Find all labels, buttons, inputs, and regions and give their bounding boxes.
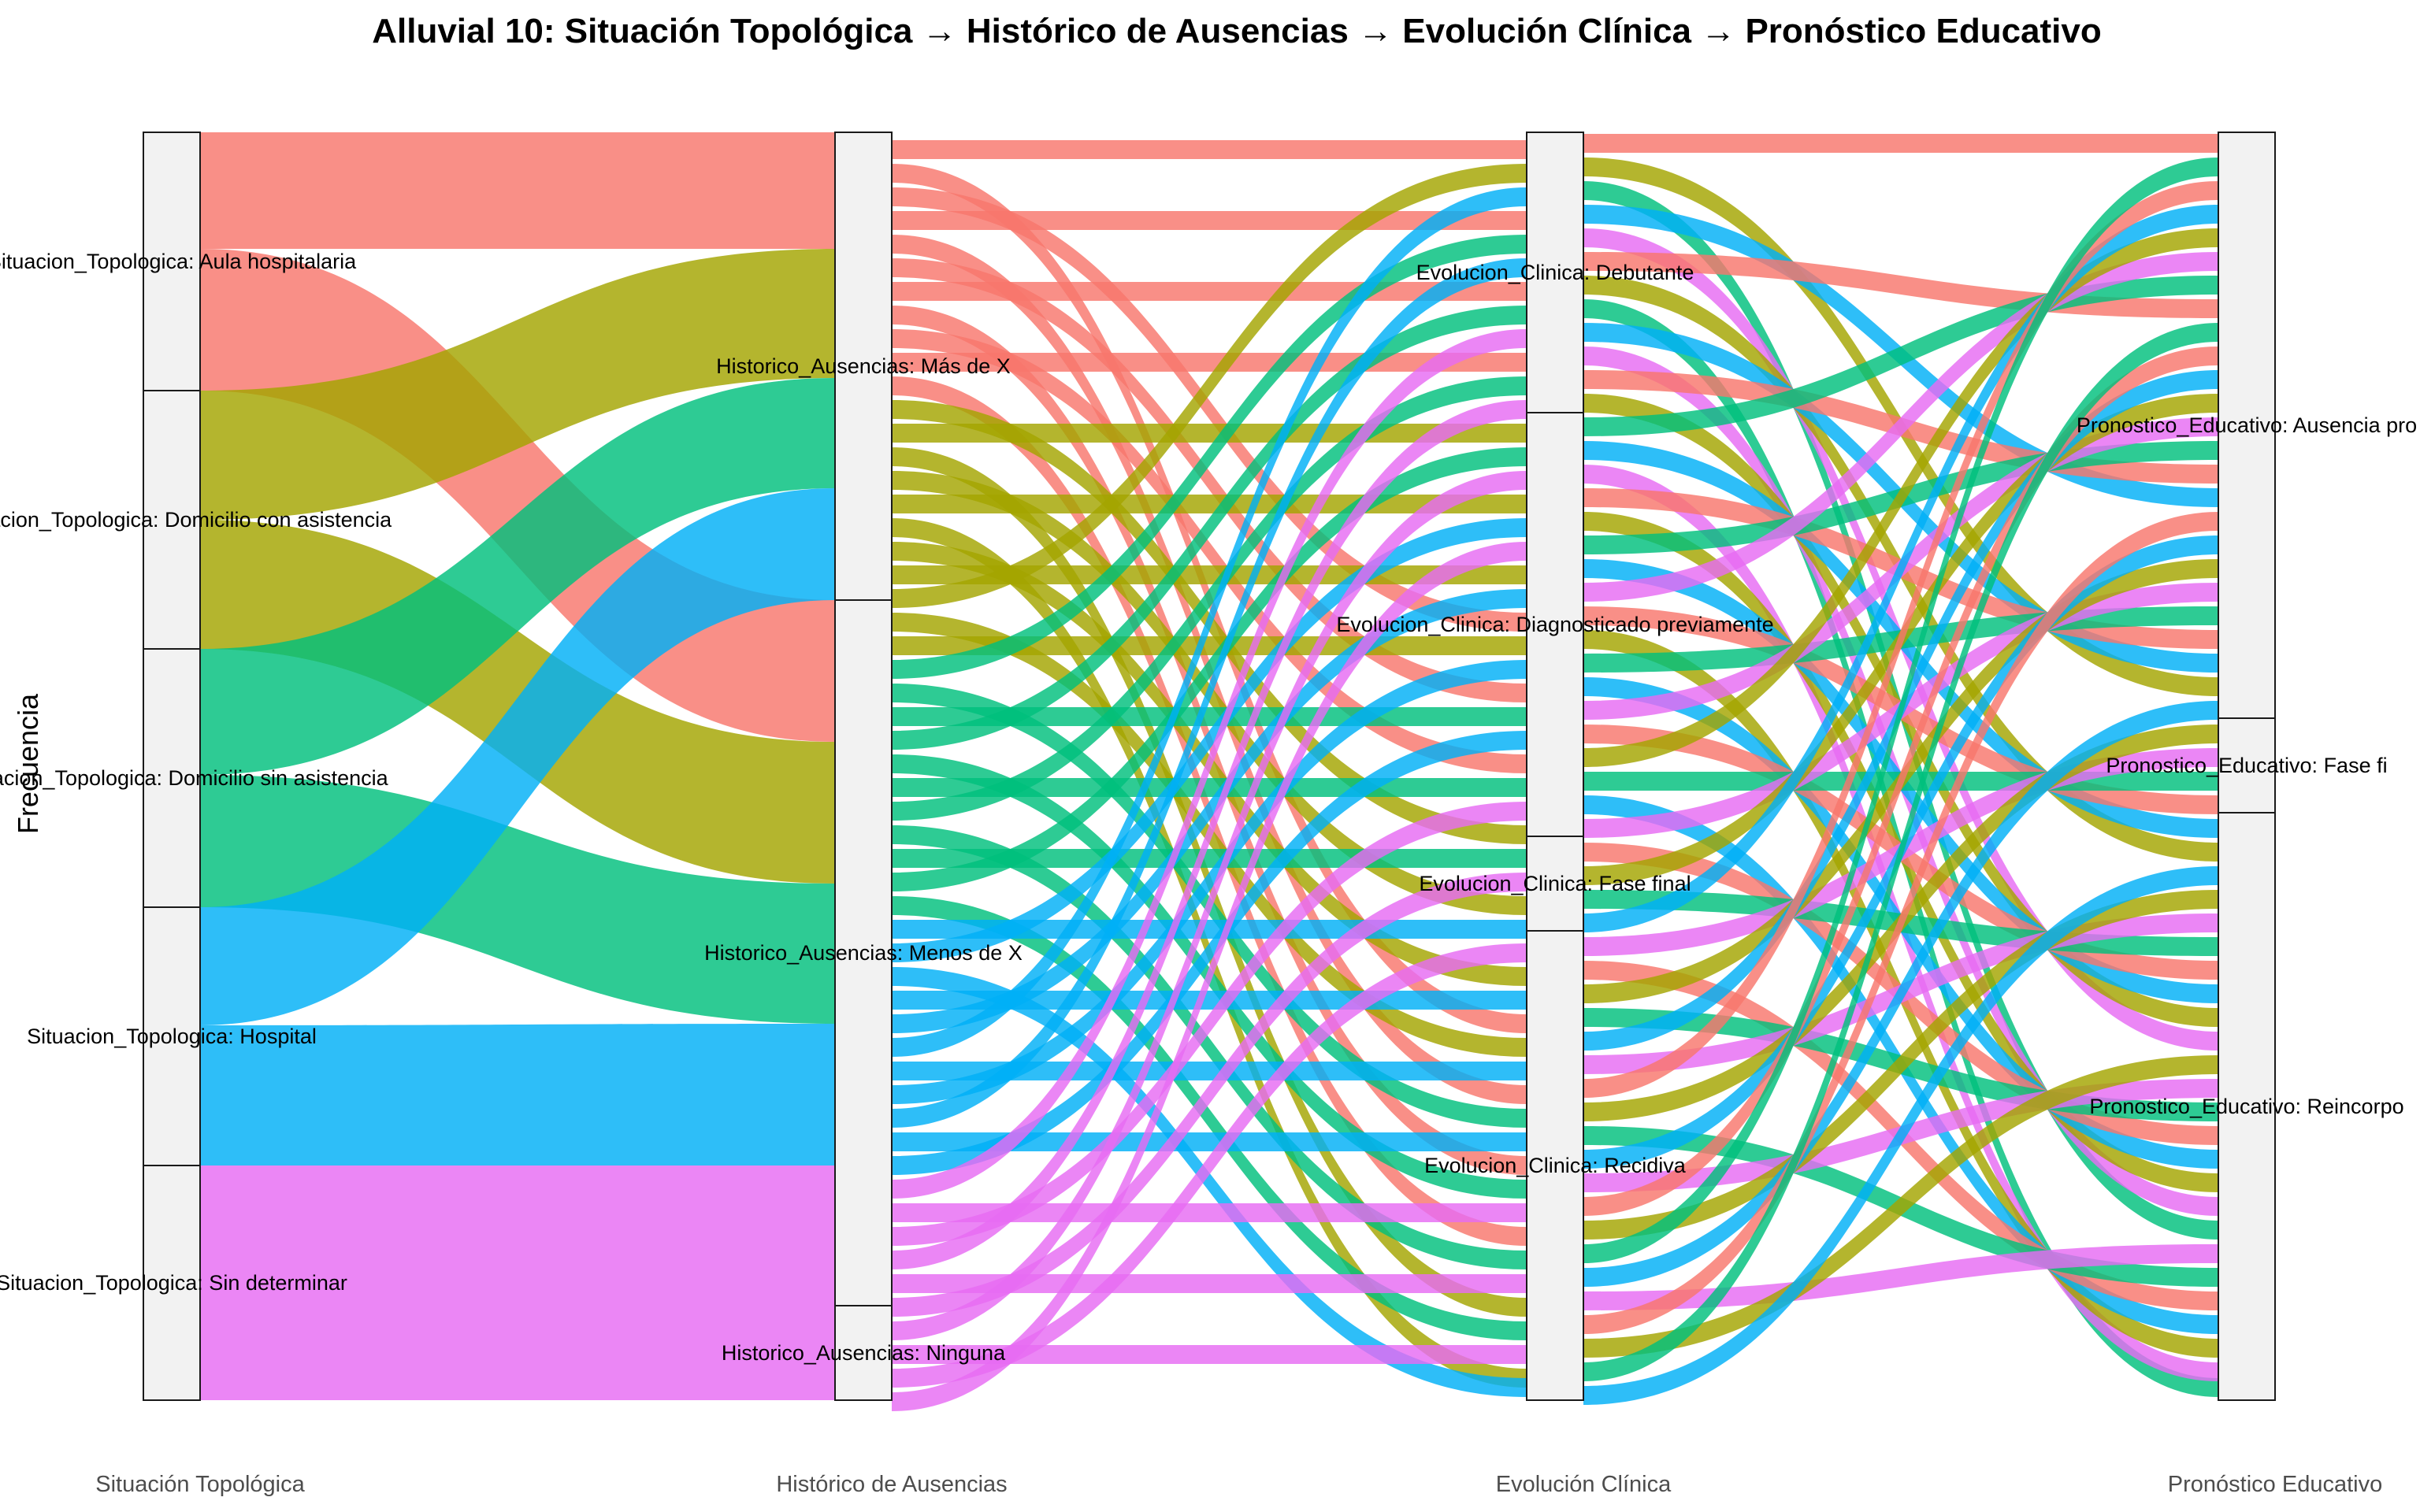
stratum-box: [1526, 930, 1584, 1401]
stratum-box: [834, 1305, 893, 1401]
stratum-box: [143, 1165, 201, 1401]
chart-title: Alluvial 10: Situación Topológica → Hist…: [372, 12, 2102, 50]
flow-seg-b-39: [892, 1062, 1527, 1080]
flow-seg-b-42: [892, 1132, 1527, 1151]
x-axis-label: Situación Topológica: [95, 1472, 305, 1497]
flow-seg-b-46: [892, 802, 1527, 1246]
flow-seg-b-51: [892, 1345, 1527, 1364]
flow-seg-a-8: [200, 1166, 835, 1400]
stratum-label: Pronostico_Educativo: Reincorpo: [2089, 1095, 2403, 1118]
flow-seg-b-44: [892, 329, 1527, 1199]
x-axis-label: Pronóstico Educativo: [2168, 1472, 2382, 1497]
flow-seg-a-6: [200, 488, 835, 1025]
flow-seg-c-19: [1583, 252, 2218, 602]
stratum-label: Pronostico_Educativo: Fase fi: [2106, 754, 2387, 777]
flow-seg-c-26: [1583, 228, 2218, 767]
x-axis-label: Histórico de Ausencias: [776, 1472, 1007, 1497]
flow-seg-b-34: [892, 518, 1527, 962]
flow-seg-c-12: [1583, 276, 2218, 436]
flow-seg-c-50: [1583, 512, 2218, 1334]
flow-seg-b-28: [892, 376, 1527, 821]
flow-seg-c-51: [1583, 1055, 2218, 1358]
flow-seg-b-32: [892, 896, 1527, 1340]
stratum-box: [143, 906, 201, 1166]
flow-seg-b-35: [892, 967, 1527, 1397]
stratum-label: Pronostico_Educativo: Ausencia pro: [2077, 413, 2417, 437]
stratum-box: [834, 599, 893, 1306]
flow-seg-a-4: [200, 378, 835, 775]
stratum-box: [2218, 812, 2276, 1401]
x-axis-labels: Situación Topológica Histórico de Ausenci…: [95, 1472, 2382, 1497]
flow-seg-c-53: [1583, 866, 2218, 1405]
flow-seg-b-0: [892, 140, 1527, 159]
stratum-box: [143, 132, 201, 391]
flow-seg-c-45: [1583, 346, 2218, 1216]
flows-layer: [200, 132, 2218, 1411]
stratum-label: Evolucion_Clinica: Debutante: [1416, 261, 1694, 284]
stratum-label: Evolucion_Clinica: Diagnosticado previam…: [1336, 613, 1773, 636]
flow-seg-c-52: [1583, 323, 2218, 1381]
stratum-label: Evolucion_Clinica: Fase final: [1419, 872, 1691, 895]
stratum-box: [143, 648, 201, 908]
stratum-label: Situacion_Topologica: Domicilio con asis…: [0, 508, 392, 532]
x-axis-label: Evolución Clínica: [1496, 1472, 1672, 1497]
flow-seg-b-48: [892, 1274, 1527, 1293]
stratum-label: Situacion_Topologica: Domicilio sin asis…: [0, 766, 389, 790]
flow-seg-b-5: [892, 258, 1527, 702]
stratum-box: [1526, 412, 1584, 837]
stratum-box: [1526, 836, 1584, 932]
flow-seg-c-48: [1583, 701, 2218, 1287]
flow-seg-b-45: [892, 1203, 1527, 1222]
flow-seg-c-40: [1583, 181, 2218, 1098]
flow-seg-b-38: [892, 187, 1527, 1057]
stratum-label: Situacion_Topologica: Sin determinar: [0, 1271, 347, 1295]
stratum-label: Historico_Ausencias: Menos de X: [704, 941, 1023, 965]
flow-seg-a-0: [200, 132, 835, 249]
flow-seg-b-53: [892, 542, 1527, 1411]
flow-seg-b-37: [892, 589, 1527, 1033]
stratum-label: Historico_Ausencias: Ninguna: [722, 1341, 1006, 1365]
stratum-label: Evolucion_Clinica: Recidiva: [1424, 1154, 1687, 1177]
flow-seg-a-5: [200, 775, 835, 1024]
stratum-box: [1526, 132, 1584, 413]
flow-seg-b-19: [892, 164, 1527, 608]
flow-seg-b-47: [892, 400, 1527, 1269]
flow-seg-a-2: [200, 249, 835, 520]
flow-seg-b-41: [892, 258, 1527, 1128]
flow-seg-b-25: [892, 306, 1527, 750]
flow-seg-b-29: [892, 825, 1527, 1269]
flow-seg-b-8: [892, 329, 1527, 773]
strata-layer: Situacion_Topologica: Aula hospitalaria S…: [0, 132, 2417, 1401]
flow-seg-b-43: [892, 731, 1527, 1175]
flow-seg-a-7: [200, 1024, 835, 1166]
stratum-label: Historico_Ausencias: Más de X: [716, 354, 1011, 378]
stratum-box: [2218, 717, 2276, 813]
flow-seg-b-50: [892, 471, 1527, 1340]
flow-seg-b-52: [892, 943, 1527, 1388]
y-axis-title: Frecuencia: [12, 693, 44, 834]
flow-seg-c-0: [1583, 134, 2218, 153]
stratum-label: Situacion_Topologica: Aula hospitalaria: [0, 250, 357, 273]
stratum-label: Situacion_Topologica: Hospital: [27, 1025, 317, 1048]
flow-seg-c-46: [1583, 890, 2218, 1240]
flow-seg-c-49: [1583, 1244, 2218, 1310]
flow-seg-c-47: [1583, 158, 2218, 1263]
flow-seg-b-22: [892, 235, 1527, 679]
flow-seg-b-31: [892, 447, 1527, 891]
stratum-box: [834, 132, 893, 601]
flow-seg-b-49: [892, 873, 1527, 1317]
flow-seg-b-40: [892, 660, 1527, 1104]
flow-seg-b-2: [892, 187, 1527, 632]
flow-seg-c-33: [1583, 205, 2218, 932]
